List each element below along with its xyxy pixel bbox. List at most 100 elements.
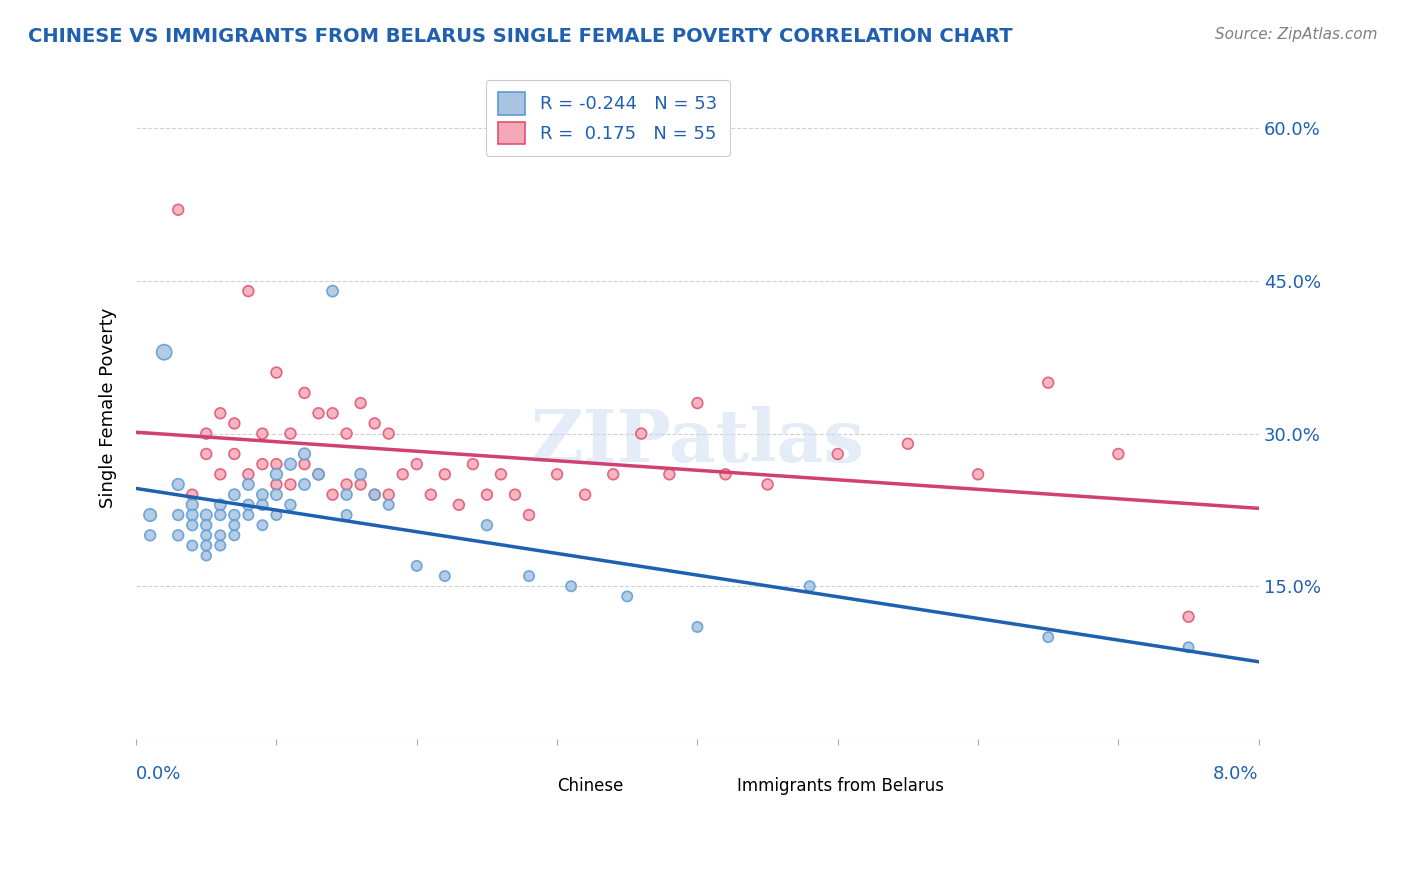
Point (195, 549, 218, 563)
Text: CHINESE VS IMMIGRANTS FROM BELARUS SINGLE FEMALE POVERTY CORRELATION CHART: CHINESE VS IMMIGRANTS FROM BELARUS SINGL… (28, 27, 1012, 45)
Point (224, 417, 246, 431)
Point (238, 284, 260, 298)
Text: Chinese: Chinese (557, 777, 623, 796)
Point (209, 528, 232, 542)
Point (280, 477, 302, 491)
Text: ZIPatlas: ZIPatlas (530, 406, 865, 476)
Point (489, 467, 512, 482)
Point (630, 426, 652, 441)
Point (714, 467, 737, 482)
Point (238, 498, 260, 512)
Point (349, 467, 371, 482)
Point (503, 488, 526, 502)
Point (405, 457, 427, 471)
Point (377, 498, 399, 512)
Point (349, 477, 371, 491)
Point (252, 498, 274, 512)
Point (391, 467, 413, 482)
Point (475, 518, 498, 533)
Point (280, 457, 302, 471)
Point (447, 498, 470, 512)
Point (336, 426, 359, 441)
Point (224, 518, 246, 533)
Point (181, 488, 204, 502)
Point (322, 284, 344, 298)
Point (1107, 447, 1129, 461)
Point (686, 620, 709, 634)
Point (266, 508, 288, 522)
Point (181, 539, 204, 553)
Point (195, 518, 218, 533)
Point (209, 498, 232, 512)
Point (336, 488, 359, 502)
Point (181, 518, 204, 533)
Point (967, 467, 990, 482)
Point (181, 498, 204, 512)
Point (266, 366, 288, 380)
Point (517, 569, 540, 583)
Point (266, 477, 288, 491)
Point (363, 488, 385, 502)
Point (280, 426, 302, 441)
Point (238, 477, 260, 491)
Point (322, 406, 344, 420)
Point (405, 558, 427, 573)
Point (224, 447, 246, 461)
Point (294, 477, 316, 491)
Point (377, 488, 399, 502)
Point (224, 488, 246, 502)
Point (546, 467, 568, 482)
Point (195, 528, 218, 542)
Point (139, 508, 162, 522)
Point (574, 488, 596, 502)
Point (419, 488, 441, 502)
Point (363, 488, 385, 502)
Point (658, 467, 681, 482)
Point (224, 508, 246, 522)
Point (252, 457, 274, 471)
Point (308, 406, 330, 420)
Point (252, 518, 274, 533)
Point (377, 426, 399, 441)
Point (167, 202, 190, 217)
Point (756, 477, 779, 491)
Point (195, 508, 218, 522)
Point (1177, 609, 1199, 624)
Point (266, 467, 288, 482)
Point (195, 539, 218, 553)
Point (181, 508, 204, 522)
Point (266, 457, 288, 471)
Point (280, 498, 302, 512)
FancyBboxPatch shape (523, 774, 548, 789)
Point (238, 508, 260, 522)
Point (560, 579, 582, 593)
Point (167, 528, 190, 542)
Point (294, 457, 316, 471)
Point (363, 417, 385, 431)
Point (308, 467, 330, 482)
Text: 8.0%: 8.0% (1213, 765, 1258, 783)
Point (827, 447, 849, 461)
Point (336, 508, 359, 522)
Point (209, 508, 232, 522)
Point (238, 467, 260, 482)
Point (266, 488, 288, 502)
Point (475, 488, 498, 502)
Text: Immigrants from Belarus: Immigrants from Belarus (737, 777, 943, 796)
Point (139, 528, 162, 542)
Point (461, 457, 484, 471)
Point (897, 437, 920, 451)
Point (195, 426, 218, 441)
Point (1038, 376, 1060, 390)
FancyBboxPatch shape (703, 774, 728, 789)
Point (686, 396, 709, 410)
Point (294, 385, 316, 400)
Point (1038, 630, 1060, 644)
Legend: R = -0.244   N = 53, R =  0.175   N = 55: R = -0.244 N = 53, R = 0.175 N = 55 (485, 80, 730, 156)
Point (195, 447, 218, 461)
Text: Source: ZipAtlas.com: Source: ZipAtlas.com (1215, 27, 1378, 42)
Point (252, 488, 274, 502)
Point (308, 467, 330, 482)
Point (1177, 640, 1199, 655)
Point (517, 508, 540, 522)
